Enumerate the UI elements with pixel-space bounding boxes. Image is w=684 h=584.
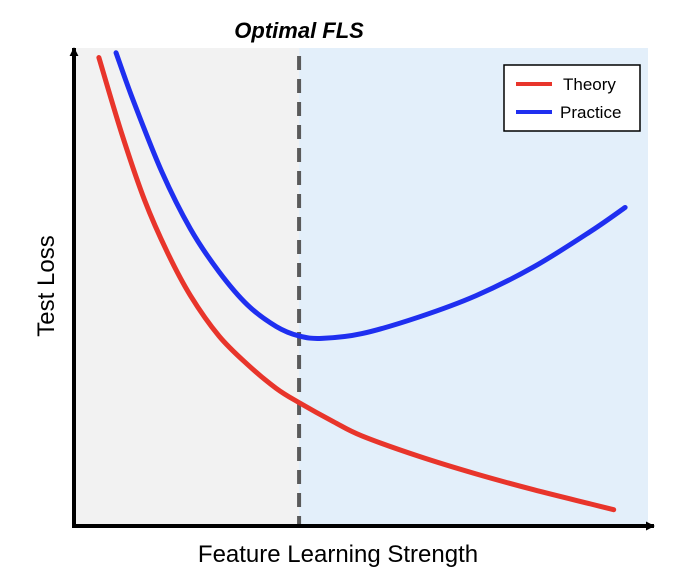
legend-label-theory: Theory <box>563 75 616 94</box>
series-line-theory <box>96 55 617 513</box>
legend: Theory Practice <box>503 64 641 132</box>
legend-box <box>503 64 641 132</box>
series-line-practice <box>113 50 628 341</box>
legend-label-practice: Practice <box>560 103 621 122</box>
y-axis-label: Test Loss <box>33 235 60 336</box>
series-layer <box>96 50 628 513</box>
chart-title: Optimal FLS <box>234 18 364 43</box>
x-axis-label: Feature Learning Strength <box>198 541 478 568</box>
